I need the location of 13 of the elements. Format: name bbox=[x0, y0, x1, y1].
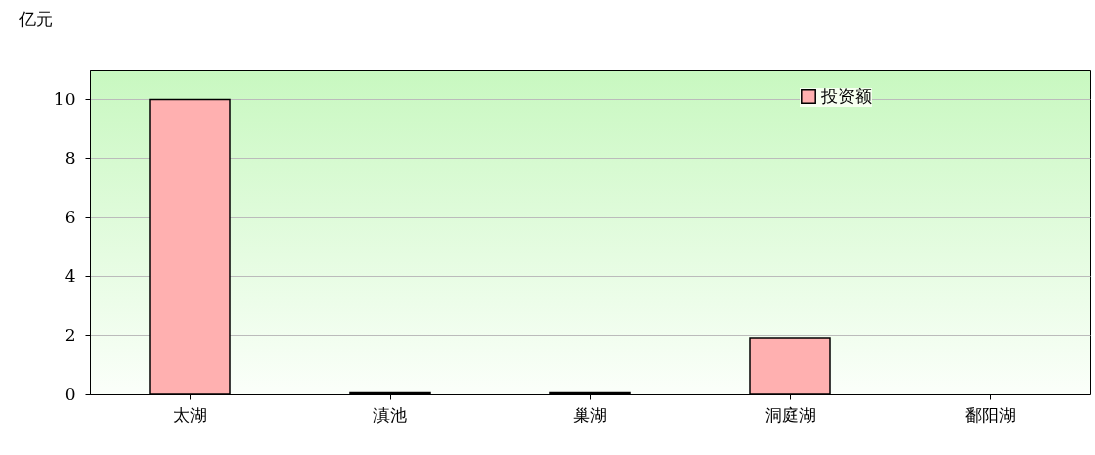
y-tick-label: 6 bbox=[64, 206, 76, 227]
x-tick-label: 鄱阳湖 bbox=[964, 404, 1016, 425]
x-tick-label: 洞庭湖 bbox=[764, 404, 816, 425]
x-tick-label: 巢湖 bbox=[573, 404, 607, 425]
y-tick-label: 0 bbox=[64, 383, 76, 404]
y-axis-title: 亿元 bbox=[17, 8, 53, 29]
x-tick-label: 太湖 bbox=[173, 404, 207, 425]
legend-label: 投资额 bbox=[820, 85, 872, 106]
y-tick-label: 4 bbox=[64, 265, 76, 286]
y-tick-label: 10 bbox=[53, 88, 76, 109]
y-tick-label: 2 bbox=[64, 324, 76, 345]
x-tick-label: 滇池 bbox=[373, 404, 407, 425]
y-tick-label: 8 bbox=[64, 147, 76, 168]
